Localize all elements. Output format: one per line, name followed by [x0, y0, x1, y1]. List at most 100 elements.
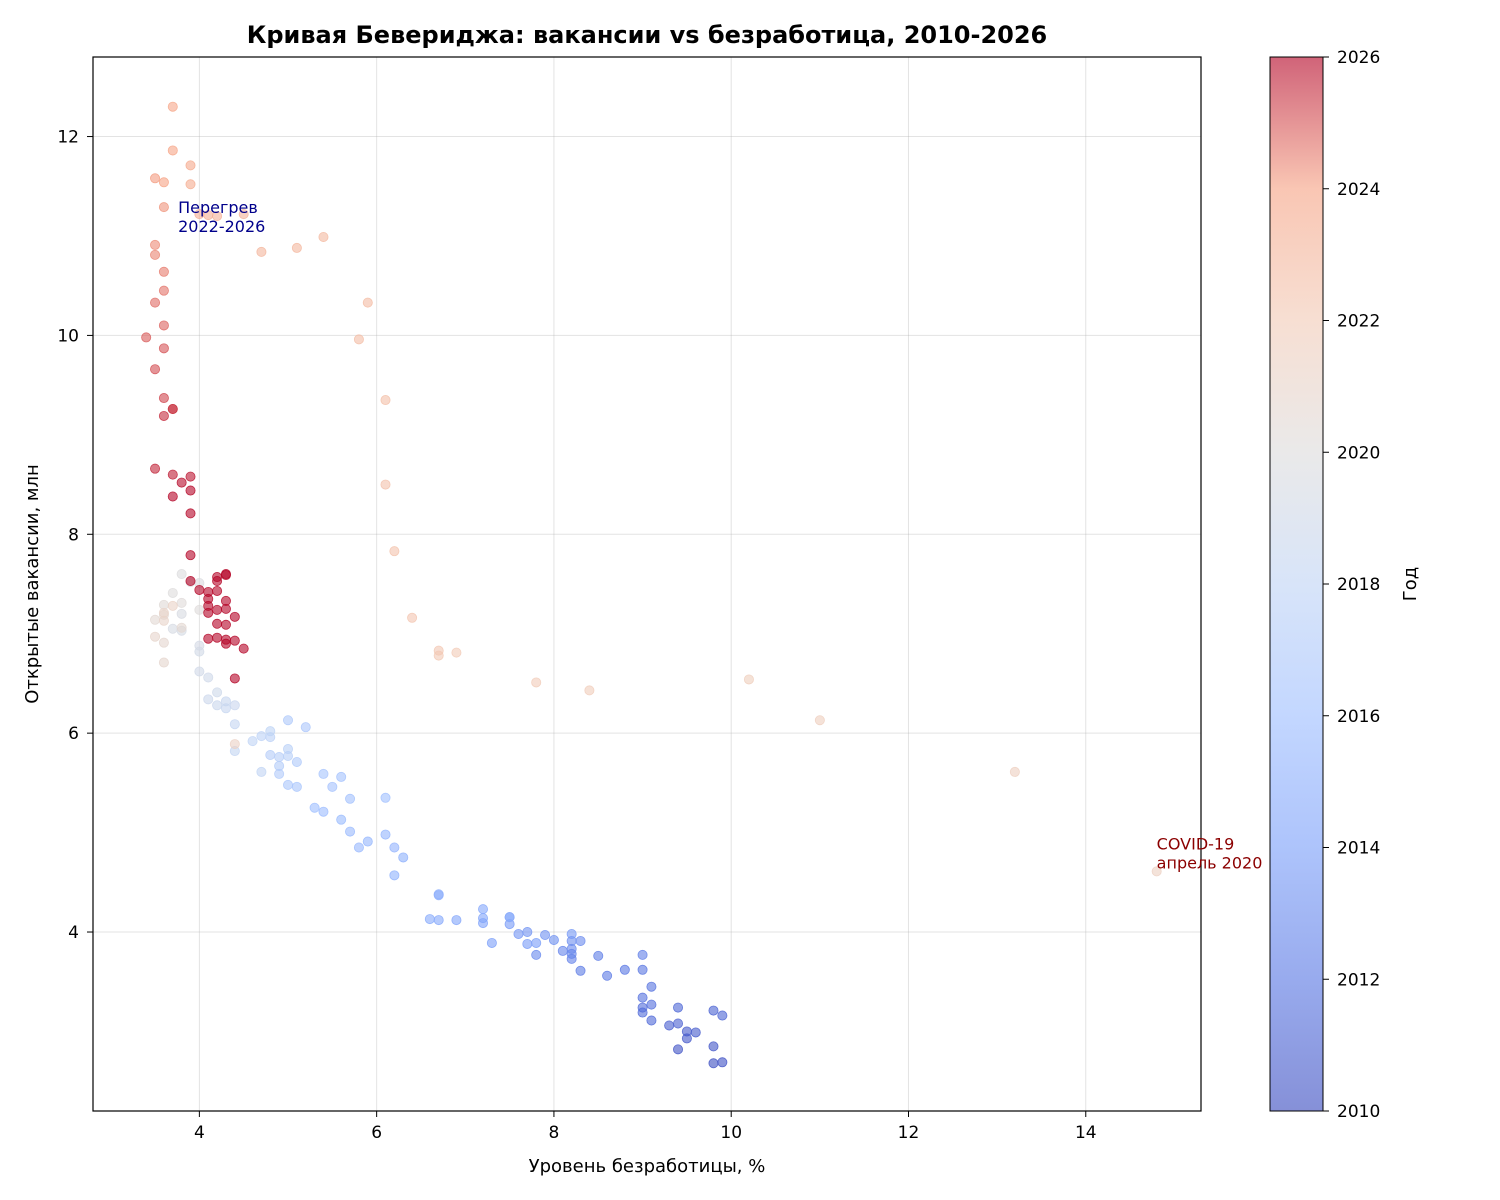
data-point — [291, 756, 302, 767]
data-point — [176, 597, 187, 608]
y-axis-ticks: 4 6 8 10 12 — [57, 128, 93, 943]
data-point — [274, 752, 285, 763]
data-point — [673, 1018, 684, 1029]
data-point — [283, 715, 294, 726]
data-point — [150, 173, 161, 184]
data-point — [150, 297, 161, 308]
data-point — [150, 364, 161, 375]
data-point — [150, 614, 161, 625]
data-point — [717, 1010, 728, 1021]
x-tick-label: 8 — [549, 1123, 560, 1143]
data-point — [212, 687, 223, 698]
data-point — [283, 744, 294, 755]
data-point — [478, 904, 489, 915]
data-point — [398, 852, 409, 863]
data-point — [203, 607, 214, 618]
data-point — [229, 719, 240, 730]
grid — [93, 57, 1201, 1111]
data-point — [212, 604, 223, 615]
data-point — [389, 546, 400, 557]
data-point — [176, 608, 187, 619]
data-point — [681, 1026, 692, 1037]
data-point — [318, 768, 329, 779]
data-point — [194, 640, 205, 651]
data-point — [150, 631, 161, 642]
data-point — [220, 696, 231, 707]
data-point — [584, 685, 595, 696]
data-point — [318, 806, 329, 817]
data-point — [229, 700, 240, 711]
annotations: Перегрев 2022-2026 COVID-19 апрель 2020 — [178, 198, 1262, 872]
data-point — [664, 1020, 675, 1031]
data-point — [336, 771, 347, 782]
x-tick-label: 12 — [898, 1123, 920, 1143]
data-point — [1151, 866, 1162, 877]
data-point — [167, 469, 178, 480]
data-point — [336, 814, 347, 825]
data-point — [158, 657, 169, 668]
data-point — [212, 700, 223, 711]
x-tick-label: 14 — [1075, 1123, 1097, 1143]
y-tick-label: 4 — [68, 923, 79, 943]
data-point — [185, 576, 196, 587]
data-point — [451, 915, 462, 926]
data-point — [185, 485, 196, 496]
colorbar-tick-label: 2012 — [1337, 970, 1380, 990]
data-point — [717, 1057, 728, 1068]
data-point — [407, 612, 418, 623]
data-point — [362, 836, 373, 847]
data-point — [433, 889, 444, 900]
data-point — [238, 209, 249, 220]
data-point — [548, 934, 559, 945]
data-point — [646, 981, 657, 992]
data-point — [380, 395, 391, 406]
data-point — [433, 645, 444, 656]
data-point — [167, 623, 178, 634]
x-axis-ticks: 4 6 8 10 12 14 — [194, 1111, 1097, 1143]
data-point — [185, 471, 196, 482]
data-point — [194, 666, 205, 677]
data-point — [158, 393, 169, 404]
data-point — [185, 550, 196, 561]
data-point — [362, 297, 373, 308]
data-point — [673, 1002, 684, 1013]
data-point — [602, 970, 613, 981]
data-point — [167, 101, 178, 112]
data-point — [575, 935, 586, 946]
data-point — [265, 726, 276, 737]
colorbar-tick-label: 2020 — [1337, 443, 1380, 463]
data-point — [566, 929, 577, 940]
annotation-text: COVID-19 апрель 2020 — [1157, 834, 1263, 872]
data-point — [185, 160, 196, 171]
data-point — [345, 826, 356, 837]
data-point — [150, 463, 161, 474]
data-point — [167, 587, 178, 598]
y-tick-label: 6 — [68, 724, 79, 744]
data-point — [513, 929, 524, 940]
data-point — [327, 781, 338, 792]
data-point — [619, 964, 630, 975]
data-point — [256, 731, 267, 742]
data-point — [185, 508, 196, 519]
colorbar-ticks: 2010 2012 2014 2016 2018 2020 2022 2024 2026 — [1323, 48, 1380, 1122]
data-point — [158, 285, 169, 296]
data-point — [220, 634, 231, 645]
data-point — [158, 177, 169, 188]
data-point — [540, 930, 551, 941]
data-point — [212, 585, 223, 596]
data-point — [380, 792, 391, 803]
data-point — [637, 992, 648, 1003]
data-point — [167, 491, 178, 502]
data-point — [743, 674, 754, 685]
data-point — [353, 334, 364, 345]
data-point — [247, 736, 258, 747]
x-tick-label: 10 — [720, 1123, 742, 1143]
data-point — [203, 694, 214, 705]
data-point — [212, 572, 223, 583]
data-point — [158, 343, 169, 354]
data-point — [690, 1027, 701, 1038]
data-point — [158, 410, 169, 421]
x-tick-label: 6 — [371, 1123, 382, 1143]
data-point — [708, 1005, 719, 1016]
y-tick-label: 8 — [68, 525, 79, 545]
